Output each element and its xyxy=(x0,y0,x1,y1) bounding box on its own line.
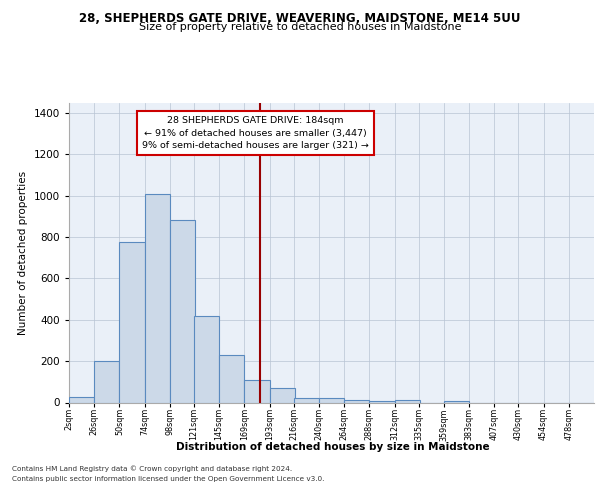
Bar xyxy=(94,361,119,403)
Bar xyxy=(395,400,420,402)
Text: Contains public sector information licensed under the Open Government Licence v3: Contains public sector information licen… xyxy=(12,476,325,482)
Bar xyxy=(244,380,269,402)
Bar xyxy=(170,220,195,402)
Text: Contains HM Land Registry data © Crown copyright and database right 2024.: Contains HM Land Registry data © Crown c… xyxy=(12,466,292,472)
Bar xyxy=(119,242,145,402)
Bar xyxy=(344,400,370,402)
Text: 28, SHEPHERDS GATE DRIVE, WEAVERING, MAIDSTONE, ME14 5UU: 28, SHEPHERDS GATE DRIVE, WEAVERING, MAI… xyxy=(79,12,521,26)
Text: Distribution of detached houses by size in Maidstone: Distribution of detached houses by size … xyxy=(176,442,490,452)
Bar xyxy=(69,398,94,402)
Bar xyxy=(294,398,319,402)
Bar xyxy=(194,316,219,402)
Bar xyxy=(269,388,295,402)
Text: 28 SHEPHERDS GATE DRIVE: 184sqm
← 91% of detached houses are smaller (3,447)
9% : 28 SHEPHERDS GATE DRIVE: 184sqm ← 91% of… xyxy=(142,116,369,150)
Y-axis label: Number of detached properties: Number of detached properties xyxy=(18,170,28,334)
Bar xyxy=(319,398,344,402)
Bar xyxy=(145,194,170,402)
Bar xyxy=(219,355,244,403)
Text: Size of property relative to detached houses in Maidstone: Size of property relative to detached ho… xyxy=(139,22,461,32)
